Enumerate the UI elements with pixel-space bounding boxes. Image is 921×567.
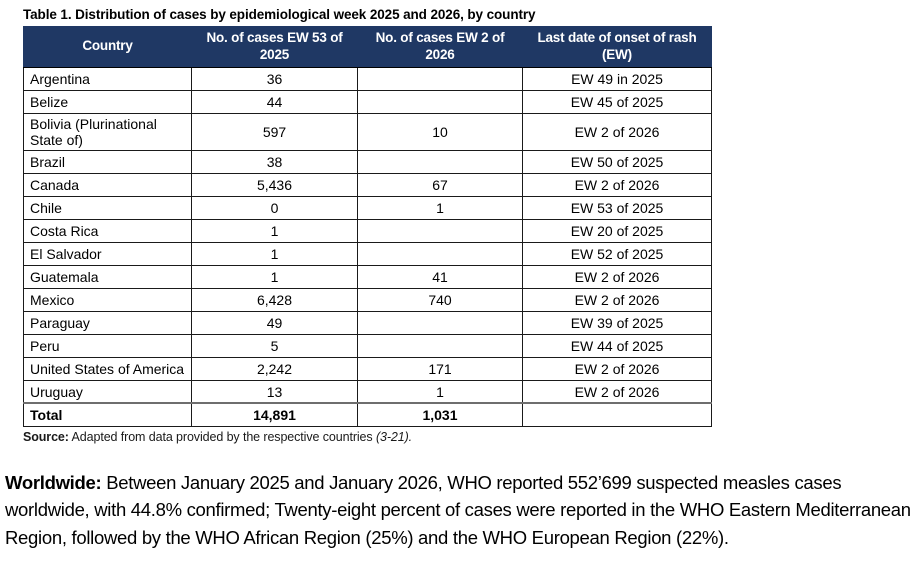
ew2-cell: 171 [357,356,523,381]
ew53-cell: 44 [191,89,358,114]
ew53-cell: 13 [191,379,358,404]
ew53-cell: 5 [191,333,358,358]
onset-cell: EW 39 of 2025 [522,310,712,335]
ew2-cell: 1 [357,379,523,404]
table-row: Guatemala 1 41 EW 2 of 2026 [23,264,712,289]
ew2-cell: 10 [357,112,523,151]
table-row: Uruguay 13 1 EW 2 of 2026 [23,379,712,404]
onset-cell: EW 2 of 2026 [522,287,712,312]
ew53-cell: 6,428 [191,287,358,312]
table-footer: Total 14,891 1,031 [23,402,712,427]
table-row: Belize 44 EW 45 of 2025 [23,89,712,114]
ew53-cell: 0 [191,195,358,220]
ew2-cell: 1 [357,195,523,220]
table-row: Argentina 36 EW 49 in 2025 [23,66,712,91]
ew53-cell: 5,436 [191,172,358,197]
onset-cell: EW 53 of 2025 [522,195,712,220]
country-cell: Paraguay [23,310,192,335]
country-cell: Bolivia (Plurinational State of) [23,112,192,151]
worldwide-lead: Worldwide: [5,471,102,493]
ew53-cell: 1 [191,241,358,266]
source-note: Source: Adapted from data provided by th… [23,430,921,444]
onset-cell: EW 2 of 2026 [522,172,712,197]
total-onset-cell [522,402,712,427]
table-row: Paraguay 49 EW 39 of 2025 [23,310,712,335]
ew2-cell [357,310,523,335]
onset-cell: EW 20 of 2025 [522,218,712,243]
ew2-cell [357,333,523,358]
total-ew53-cell: 14,891 [191,402,358,427]
ew2-cell [357,149,523,174]
ew2-cell: 740 [357,287,523,312]
country-cell: Belize [23,89,192,114]
table-title: Table 1. Distribution of cases by epidem… [23,7,536,22]
country-cell: Canada [23,172,192,197]
column-header-cases-ew53-2025: No. of cases EW 53 of 2025 [191,26,358,68]
total-row: Total 14,891 1,031 [23,402,712,427]
country-cell: Brazil [23,149,192,174]
table-body: Argentina 36 EW 49 in 2025 Belize 44 EW 45 of… [23,66,712,404]
country-cell: Argentina [23,66,192,91]
ew2-cell [357,66,523,91]
total-ew2-cell: 1,031 [357,402,523,427]
table-row: United States of America 2,242 171 EW 2 of … [23,356,712,381]
ew2-cell: 41 [357,264,523,289]
onset-cell: EW 2 of 2026 [522,264,712,289]
worldwide-paragraph: Worldwide: Between January 2025 and Janu… [5,469,917,552]
country-cell: El Salvador [23,241,192,266]
onset-cell: EW 44 of 2025 [522,333,712,358]
ew53-cell: 2,242 [191,356,358,381]
ew2-cell [357,241,523,266]
column-header-last-onset: Last date of onset of rash (EW) [522,26,712,68]
table-row: Brazil 38 EW 50 of 2025 [23,149,712,174]
onset-cell: EW 45 of 2025 [522,89,712,114]
ew53-cell: 1 [191,264,358,289]
table-row: El Salvador 1 EW 52 of 2025 [23,241,712,266]
total-label-cell: Total [23,402,192,427]
document: Table 1. Distribution of cases by epidem… [5,7,921,552]
column-header-cases-ew2-2026: No. of cases EW 2 of 2026 [357,26,523,68]
ew53-cell: 49 [191,310,358,335]
ew53-cell: 597 [191,112,358,151]
country-cell: Chile [23,195,192,220]
ew2-cell [357,218,523,243]
table-row: Chile 0 1 EW 53 of 2025 [23,195,712,220]
onset-cell: EW 52 of 2025 [522,241,712,266]
country-cell: Uruguay [23,379,192,404]
table-row: Canada 5,436 67 EW 2 of 2026 [23,172,712,197]
ew53-cell: 1 [191,218,358,243]
header-row: Country No. of cases EW 53 of 2025 No. o… [23,26,712,68]
column-header-country: Country [23,26,192,68]
ew53-cell: 36 [191,66,358,91]
source-text: Adapted from data provided by the respec… [68,429,376,444]
table-row: Peru 5 EW 44 of 2025 [23,333,712,358]
source-citation: (3-21). [375,429,413,444]
ew53-cell: 38 [191,149,358,174]
country-cell: Costa Rica [23,218,192,243]
country-cell: Guatemala [23,264,192,289]
ew2-cell [357,89,523,114]
country-cell: Mexico [23,287,192,312]
table-row: Bolivia (Plurinational State of) 597 10 EW … [23,112,712,151]
source-label: Source: [23,429,69,444]
onset-cell: EW 50 of 2025 [522,149,712,174]
onset-cell: EW 2 of 2026 [522,379,712,404]
table-header: Country No. of cases EW 53 of 2025 No. o… [23,26,712,68]
worldwide-text: Between January 2025 and January 2026, W… [5,471,911,548]
country-cell: Peru [23,333,192,358]
table-row: Mexico 6,428 740 EW 2 of 2026 [23,287,712,312]
onset-cell: EW 2 of 2026 [522,356,712,381]
onset-cell: EW 2 of 2026 [522,112,712,151]
onset-cell: EW 49 in 2025 [522,66,712,91]
cases-by-country-table: Country No. of cases EW 53 of 2025 No. o… [23,26,712,427]
ew2-cell: 67 [357,172,523,197]
country-cell: United States of America [23,356,192,381]
table-row: Costa Rica 1 EW 20 of 2025 [23,218,712,243]
